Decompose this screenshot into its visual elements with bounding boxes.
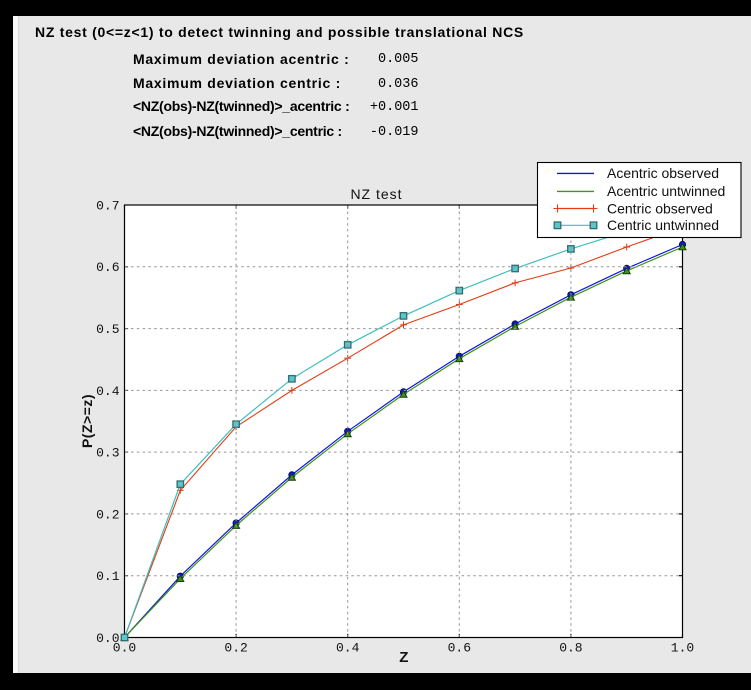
svg-text:Z: Z: [399, 649, 408, 666]
svg-text:Centric observed: Centric observed: [607, 200, 713, 216]
svg-text:0.8: 0.8: [559, 641, 582, 656]
svg-text:0.5: 0.5: [96, 322, 119, 337]
svg-text:0.6: 0.6: [448, 641, 471, 656]
svg-text:0.2: 0.2: [224, 641, 247, 656]
svg-text:Centric untwinned: Centric untwinned: [607, 217, 719, 233]
svg-text:0.0: 0.0: [96, 631, 119, 646]
svg-text:Acentric untwinned: Acentric untwinned: [607, 183, 725, 199]
svg-text:0.3: 0.3: [96, 446, 119, 461]
svg-text:0.4: 0.4: [336, 641, 360, 656]
svg-text:0.7: 0.7: [96, 198, 119, 213]
svg-text:Acentric observed: Acentric observed: [607, 165, 719, 181]
svg-text:1.0: 1.0: [671, 641, 694, 656]
svg-text:0.1: 0.1: [96, 569, 120, 584]
svg-text:0.6: 0.6: [96, 260, 119, 275]
svg-text:NZ test: NZ test: [350, 186, 402, 202]
svg-text:0.0: 0.0: [113, 641, 136, 656]
svg-text:0.2: 0.2: [96, 507, 119, 522]
svg-text:0.4: 0.4: [96, 384, 120, 399]
svg-text:P(Z>=z): P(Z>=z): [79, 394, 95, 448]
